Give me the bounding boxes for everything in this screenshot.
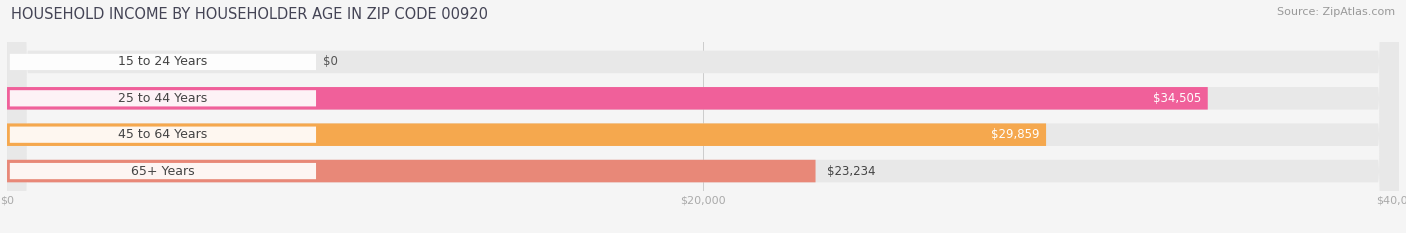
- Text: 25 to 44 Years: 25 to 44 Years: [118, 92, 208, 105]
- Text: Source: ZipAtlas.com: Source: ZipAtlas.com: [1277, 7, 1395, 17]
- Text: 45 to 64 Years: 45 to 64 Years: [118, 128, 208, 141]
- FancyBboxPatch shape: [10, 54, 316, 70]
- Text: HOUSEHOLD INCOME BY HOUSEHOLDER AGE IN ZIP CODE 00920: HOUSEHOLD INCOME BY HOUSEHOLDER AGE IN Z…: [11, 7, 488, 22]
- Text: $29,859: $29,859: [991, 128, 1039, 141]
- Text: 15 to 24 Years: 15 to 24 Years: [118, 55, 208, 69]
- FancyBboxPatch shape: [7, 0, 1399, 233]
- FancyBboxPatch shape: [10, 163, 316, 179]
- FancyBboxPatch shape: [7, 0, 1399, 233]
- Text: $23,234: $23,234: [827, 164, 875, 178]
- FancyBboxPatch shape: [10, 127, 316, 143]
- FancyBboxPatch shape: [7, 123, 1046, 146]
- FancyBboxPatch shape: [7, 0, 1399, 233]
- FancyBboxPatch shape: [10, 90, 316, 106]
- FancyBboxPatch shape: [7, 87, 1208, 110]
- FancyBboxPatch shape: [7, 160, 815, 182]
- Text: $34,505: $34,505: [1153, 92, 1201, 105]
- FancyBboxPatch shape: [7, 0, 1399, 233]
- Text: 65+ Years: 65+ Years: [131, 164, 195, 178]
- Text: $0: $0: [323, 55, 337, 69]
